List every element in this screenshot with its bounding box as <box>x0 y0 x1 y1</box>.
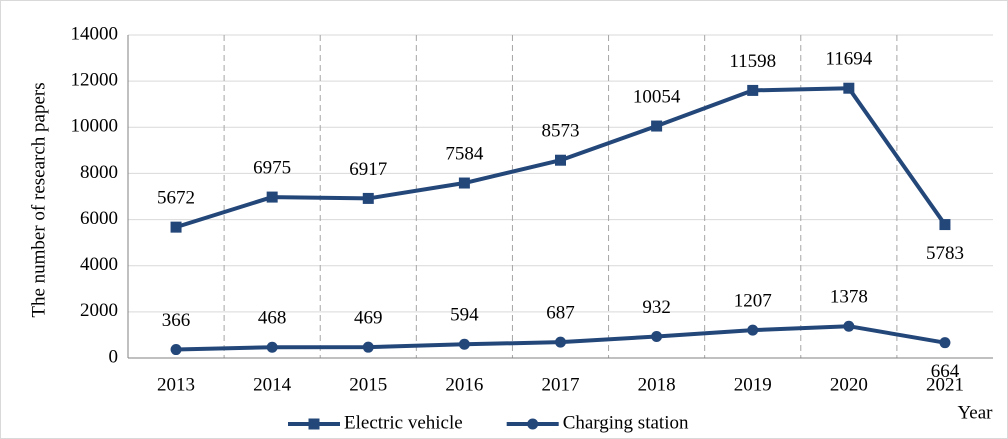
data-point <box>362 341 374 353</box>
legend-marker <box>308 418 320 430</box>
data-label: 5672 <box>157 187 195 208</box>
data-point <box>939 219 951 231</box>
data-label: 1378 <box>830 287 868 308</box>
data-point <box>170 221 182 233</box>
x-tick-label: 2016 <box>445 374 483 395</box>
x-axis-label: Year <box>957 402 993 423</box>
legend-label: Electric vehicle <box>344 412 463 433</box>
x-tick-label: 2021 <box>926 374 964 395</box>
data-label: 11598 <box>729 51 776 72</box>
data-label: 11694 <box>825 49 872 70</box>
data-point <box>843 320 855 332</box>
y-tick-label: 8000 <box>80 162 118 183</box>
data-label: 594 <box>450 305 479 326</box>
data-point <box>458 177 470 189</box>
data-point <box>266 341 278 353</box>
x-tick-label: 2020 <box>830 374 868 395</box>
y-tick-label: 6000 <box>80 208 118 229</box>
data-label: 687 <box>546 303 575 324</box>
data-label: 6917 <box>349 159 387 180</box>
data-point <box>747 324 759 336</box>
data-point <box>651 330 663 342</box>
data-label: 1207 <box>734 291 772 312</box>
data-label: 468 <box>258 308 287 329</box>
data-point <box>843 82 855 94</box>
y-tick-label: 0 <box>109 346 119 367</box>
legend-marker <box>527 418 539 430</box>
data-point <box>747 84 759 96</box>
y-tick-label: 4000 <box>80 254 118 275</box>
data-label: 5783 <box>926 243 964 264</box>
data-point <box>939 337 951 349</box>
data-point <box>266 191 278 203</box>
y-tick-label: 12000 <box>71 70 119 91</box>
data-point <box>362 192 374 204</box>
x-tick-label: 2018 <box>638 374 676 395</box>
data-point <box>555 336 566 348</box>
x-tick-label: 2013 <box>157 374 195 395</box>
data-label: 8573 <box>542 121 580 142</box>
data-label: 7584 <box>445 143 484 164</box>
data-point <box>555 154 566 166</box>
y-tick-label: 14000 <box>71 23 119 44</box>
data-point <box>170 344 182 356</box>
data-label: 469 <box>354 308 383 329</box>
data-point <box>651 120 663 132</box>
data-label: 10054 <box>633 86 681 107</box>
legend-label: Charging station <box>563 412 689 433</box>
data-label: 664 <box>931 361 960 382</box>
y-tick-label: 2000 <box>80 300 118 321</box>
x-tick-label: 2014 <box>253 374 292 395</box>
x-tick-label: 2019 <box>734 374 772 395</box>
data-label: 932 <box>642 297 671 318</box>
y-tick-label: 10000 <box>71 116 119 137</box>
x-tick-label: 2017 <box>542 374 580 395</box>
y-axis-label: The number of research papers <box>28 82 49 317</box>
data-label: 6975 <box>253 157 291 178</box>
data-point <box>458 338 470 350</box>
data-label: 366 <box>162 310 191 331</box>
x-tick-label: 2015 <box>349 374 387 395</box>
